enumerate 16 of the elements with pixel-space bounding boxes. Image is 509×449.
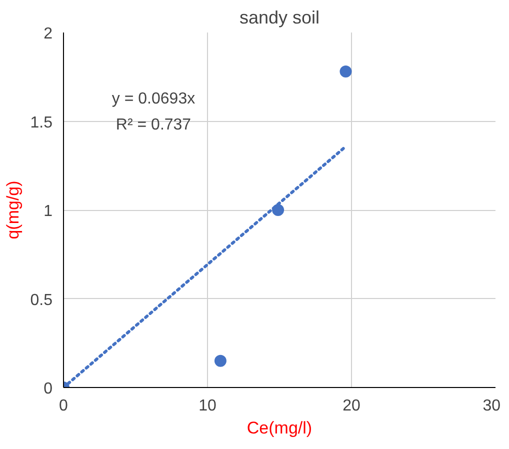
x-tick-label: 10 [198,398,216,414]
y-tick-label: 2 [44,26,53,42]
y-tick-label: 1 [44,203,53,220]
x-axis-title: Ce(mg/l) [246,418,312,438]
y-tick-label: 0 [44,380,53,398]
y-tick-label: 1.5 [30,114,53,132]
x-tick-label: 20 [342,398,360,414]
chart-title: sandy soil [239,8,320,28]
x-tick-label: 0 [59,398,68,414]
point [340,66,352,78]
x-tick-label: 30 [482,398,501,414]
annotation: y = 0.0693x [112,90,196,108]
annotation: R² = 0.737 [116,116,192,134]
point [214,354,226,367]
y-tick-label: 0.5 [30,292,53,309]
y-axis-title: q(mg/g) [3,180,22,240]
